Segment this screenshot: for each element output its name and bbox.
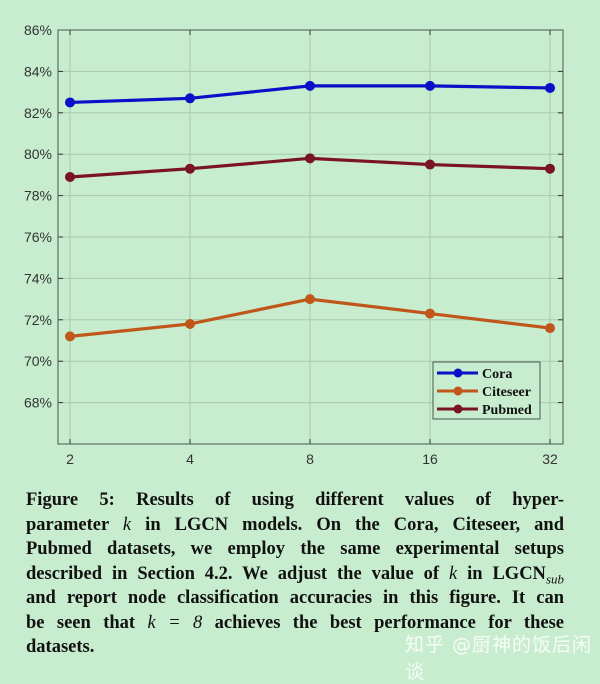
data-point <box>425 308 435 319</box>
math-variable: k = 8 <box>147 612 203 633</box>
x-tick-label: 2 <box>66 451 74 467</box>
y-tick-label: 78% <box>24 188 52 204</box>
caption-text: Figure 5: Results of using different val… <box>26 490 564 510</box>
legend-marker <box>453 386 463 396</box>
legend-marker <box>453 368 463 378</box>
y-tick-label: 86% <box>24 22 52 38</box>
series-citeseer <box>65 294 555 342</box>
data-point <box>545 163 555 174</box>
data-point <box>65 171 75 182</box>
caption-text: in LGCN <box>457 563 546 584</box>
data-point <box>185 163 195 174</box>
y-tick-label: 80% <box>24 146 52 162</box>
series-pubmed <box>65 153 555 182</box>
data-point <box>545 82 555 93</box>
legend-label: Citeseer <box>482 385 531 400</box>
watermark: 知乎 @厨神的饭后闲谈 <box>405 634 593 683</box>
caption-text: datasets. <box>26 637 95 657</box>
y-tick-label: 68% <box>24 395 52 411</box>
math-variable: k <box>122 514 132 535</box>
caption-line: Pubmed datasets, we employ the same expe… <box>26 537 564 562</box>
data-point <box>65 97 75 108</box>
x-tick-label: 8 <box>306 451 314 467</box>
caption-line: be seen that k = 8 achieves the best per… <box>26 611 564 636</box>
data-point <box>545 323 555 334</box>
legend: Cora Citeseer Pubmed <box>432 361 541 420</box>
data-point <box>185 93 195 104</box>
caption-text: be seen that <box>26 612 148 633</box>
y-tick-label: 76% <box>24 229 52 245</box>
y-tick-label: 74% <box>24 270 52 286</box>
series-cora <box>65 80 555 108</box>
caption-text: Pubmed datasets, we employ the same expe… <box>26 539 564 559</box>
x-tick-label: 4 <box>186 451 194 467</box>
caption-line: parameter k in LGCN models. On the Cora,… <box>26 513 564 538</box>
y-tick-label: 82% <box>24 105 52 121</box>
caption-line: described in Section 4.2. We adjust the … <box>26 562 564 587</box>
data-point <box>305 80 315 91</box>
caption-text: parameter <box>26 514 123 535</box>
subscript: sub <box>545 571 564 587</box>
caption-text: and report node classification accuracie… <box>26 588 564 608</box>
plot-frame <box>57 29 564 445</box>
y-tick-label: 72% <box>24 312 52 328</box>
legend-label: Cora <box>482 367 512 382</box>
caption-line: and report node classification accuracie… <box>26 586 564 611</box>
math-variable: k <box>448 563 458 584</box>
caption-line: Figure 5: Results of using different val… <box>26 488 564 513</box>
x-tick-label: 32 <box>542 451 558 467</box>
x-tick-label: 16 <box>422 451 438 467</box>
data-point <box>305 153 315 164</box>
caption-text: described in Section 4.2. We adjust the … <box>26 563 449 584</box>
line-chart: 68% 70% 72% 74% 76% 78% 80% 82% 84% 86% 2 4 8 16 32 Cor… <box>24 22 564 467</box>
caption-text: in LGCN models. On the Cora, Citeseer, a… <box>131 514 564 535</box>
legend-marker <box>453 404 463 414</box>
legend-label: Pubmed <box>482 403 532 418</box>
caption-line: datasets. <box>26 635 564 660</box>
caption-text: achieves the best performance for these <box>202 612 564 633</box>
data-point <box>305 294 315 305</box>
y-tick-label: 84% <box>24 63 52 79</box>
data-point <box>425 159 435 170</box>
data-point <box>425 80 435 91</box>
figure-caption: Figure 5: Results of using different val… <box>26 488 564 660</box>
data-point <box>185 318 195 329</box>
y-tick-label: 70% <box>24 353 52 369</box>
data-point <box>65 331 75 342</box>
